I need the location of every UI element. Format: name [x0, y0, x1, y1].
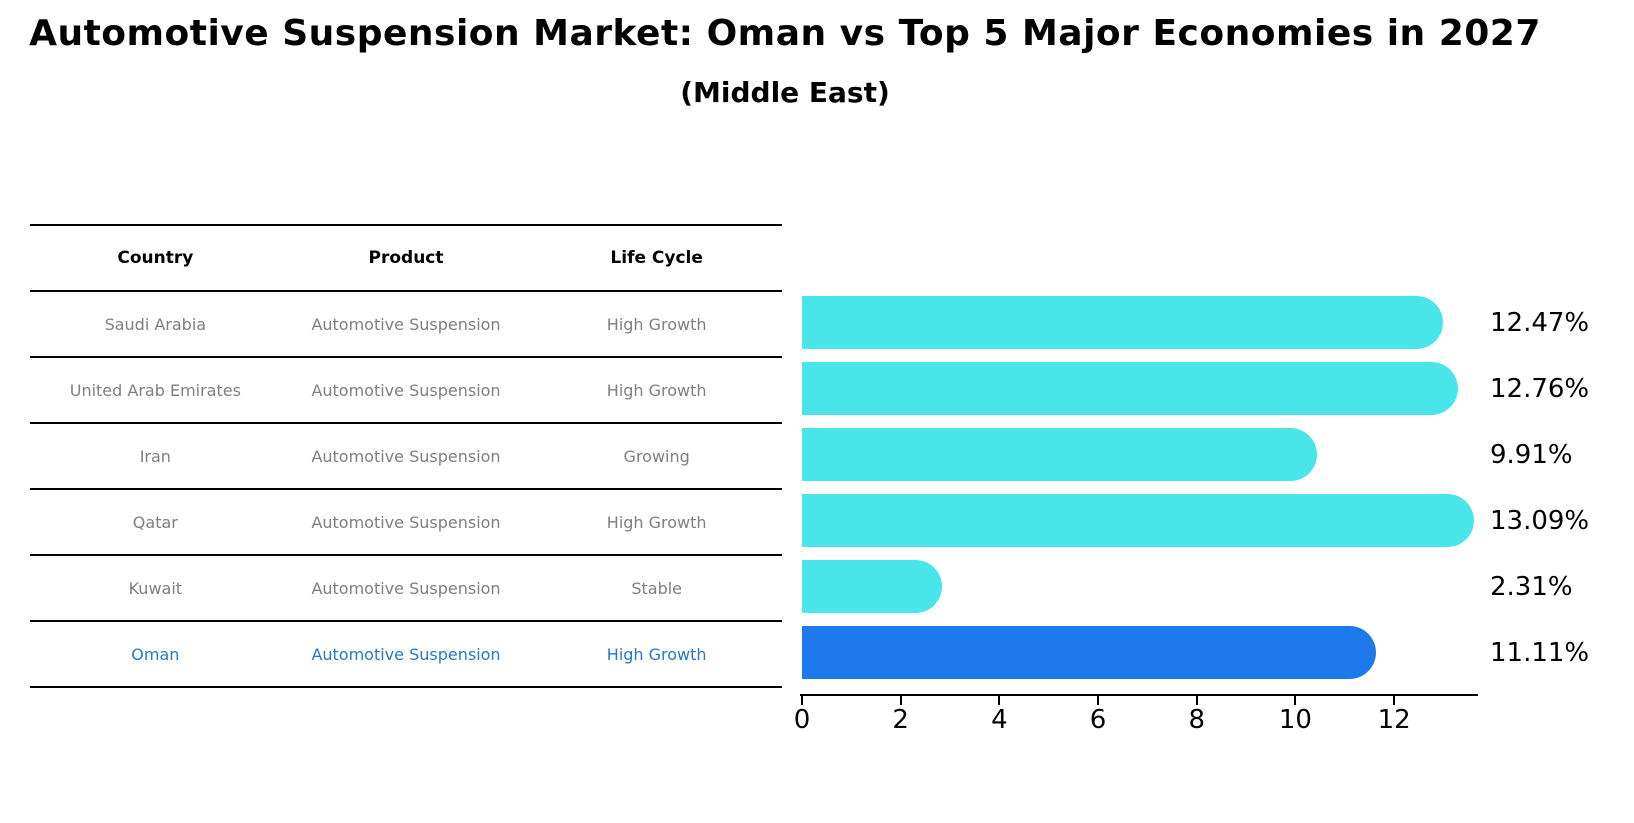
x-axis-tick-label: 12	[1377, 705, 1411, 735]
column-header-country: Country	[117, 248, 194, 268]
value-label: 12.76%	[1490, 374, 1590, 404]
x-axis-tick-label: 6	[1089, 705, 1107, 735]
x-axis-tick-label: 4	[991, 705, 1008, 735]
bar-kuwait	[802, 560, 942, 613]
value-label: 12.47%	[1490, 308, 1590, 338]
cell-life-cycle: High Growth	[606, 380, 707, 400]
x-axis-tick	[1195, 696, 1198, 705]
bar-united-arab-emirates	[802, 362, 1458, 415]
x-axis-tick-label: 8	[1188, 705, 1206, 735]
x-axis-tick-label: 10	[1278, 705, 1312, 735]
x-axis-tick	[1294, 696, 1297, 705]
table-header-row: Country Product Life Cycle	[30, 224, 782, 290]
x-axis-tick-label: 0	[793, 705, 811, 735]
cell-product: Automotive Suspension	[311, 578, 501, 598]
bar-qatar	[802, 494, 1474, 547]
table-row: Qatar Automotive Suspension High Growth	[30, 488, 782, 554]
cell-country: Iran	[139, 446, 171, 466]
cell-country: United Arab Emirates	[69, 380, 241, 400]
chart-title: Automotive Suspension Market: Oman vs To…	[29, 13, 1541, 54]
country-table: Country Product Life Cycle Saudi Arabia …	[30, 224, 782, 688]
cell-country: Kuwait	[128, 578, 183, 598]
cell-life-cycle: High Growth	[606, 512, 707, 532]
cell-product: Automotive Suspension	[311, 380, 501, 400]
bar-row-oman-highlighted: 11.11%	[802, 620, 1589, 686]
bar-saudi-arabia	[802, 296, 1444, 349]
x-axis-tick	[998, 696, 1001, 705]
bar-row-qatar: 13.09%	[802, 488, 1589, 554]
value-label: 11.11%	[1490, 638, 1590, 668]
cell-product: Automotive Suspension	[311, 512, 501, 532]
column-header-life-cycle: Life Cycle	[610, 248, 703, 268]
value-label: 9.91%	[1490, 440, 1573, 470]
cell-life-cycle: High Growth	[606, 314, 707, 334]
cell-life-cycle: Stable	[631, 578, 683, 598]
cell-life-cycle: High Growth	[606, 644, 707, 664]
table-row: Saudi Arabia Automotive Suspension High …	[30, 290, 782, 356]
bar-chart: 12.47% 12.76% 9.91% 13.09% 2.31% 11.11%	[802, 290, 1589, 686]
table-row: Iran Automotive Suspension Growing	[30, 422, 782, 488]
bar-row-united-arab-emirates: 12.76%	[802, 356, 1589, 422]
x-axis-tick	[801, 696, 803, 705]
cell-product: Automotive Suspension	[311, 314, 501, 334]
cell-product: Automotive Suspension	[311, 446, 501, 466]
table-row: United Arab Emirates Automotive Suspensi…	[30, 356, 782, 422]
x-axis-tick	[1097, 696, 1100, 705]
cell-life-cycle: Growing	[623, 446, 690, 466]
value-label: 13.09%	[1490, 506, 1590, 536]
cell-country: Saudi Arabia	[104, 314, 207, 334]
bar-oman-highlighted	[802, 626, 1377, 679]
bar-row-iran: 9.91%	[802, 422, 1573, 488]
x-axis-tick	[1393, 696, 1396, 705]
cell-country: Oman	[131, 644, 180, 664]
value-label: 2.31%	[1490, 572, 1573, 602]
x-axis-tick	[899, 696, 902, 705]
column-header-product: Product	[368, 248, 444, 268]
x-axis-line	[800, 694, 1478, 696]
bar-row-saudi-arabia: 12.47%	[802, 290, 1589, 356]
table-row-oman-highlighted: Oman Automotive Suspension High Growth	[30, 620, 782, 686]
chart-subtitle: (Middle East)	[680, 76, 890, 109]
bar-iran	[802, 428, 1317, 481]
table-row: Kuwait Automotive Suspension Stable	[30, 554, 782, 620]
x-axis-tick-label: 2	[892, 705, 909, 735]
bar-row-kuwait: 2.31%	[802, 554, 1573, 620]
cell-country: Qatar	[132, 512, 178, 532]
cell-product: Automotive Suspension	[311, 644, 501, 664]
